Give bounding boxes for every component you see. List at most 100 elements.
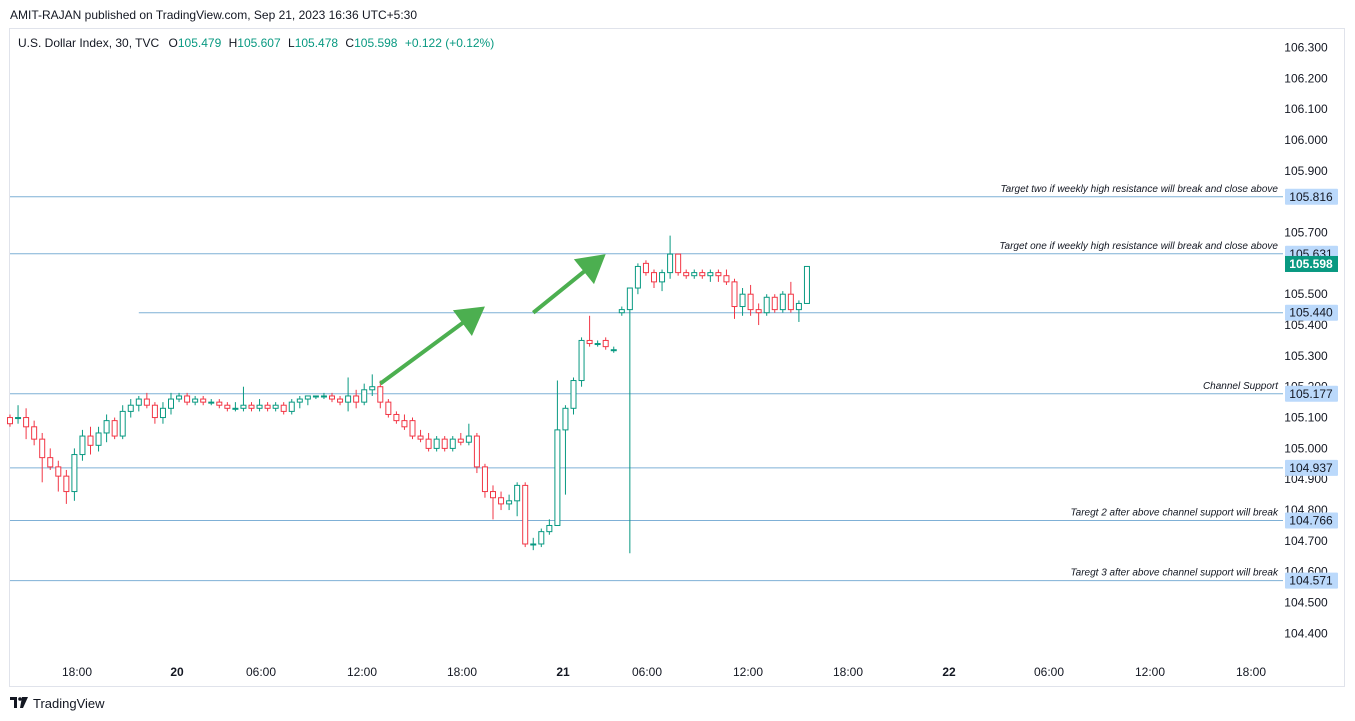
chart-pane[interactable]: [9, 28, 1345, 687]
y-tick-label: 105.300: [1284, 349, 1328, 363]
price-label: 104.571: [1289, 574, 1333, 588]
symbol-name[interactable]: U.S. Dollar Index, 30, TVC: [18, 36, 160, 50]
candle-body: [353, 395, 360, 403]
candle-body: [95, 432, 102, 446]
candle-body: [47, 457, 54, 468]
candle-body: [304, 395, 311, 400]
candle-body: [699, 272, 706, 277]
candle-body: [610, 349, 617, 352]
y-tick-label: 105.700: [1284, 226, 1328, 240]
candle-body: [779, 293, 786, 311]
candle-body: [739, 293, 746, 308]
price-axis[interactable]: 106.300 106.200 106.100 106.000 105.900 105.7…: [1284, 41, 1328, 641]
trend-arrow: [531, 254, 606, 315]
candle-body: [578, 339, 585, 382]
open-value: 105.479: [177, 36, 222, 50]
candle-body: [296, 398, 303, 403]
tradingview-logo-icon[interactable]: [10, 695, 28, 711]
candle-body: [441, 438, 448, 449]
publisher-caption: AMIT-RAJAN published on TradingView.com,…: [10, 8, 418, 22]
y-tick-label: 105.100: [1284, 411, 1328, 425]
candle-body: [731, 281, 738, 308]
candles-layer: [7, 235, 810, 554]
candle-body: [433, 438, 440, 449]
candle-body: [272, 404, 279, 409]
candle-body: [651, 272, 657, 283]
candle-body: [192, 398, 199, 403]
candle-body: [31, 426, 38, 440]
x-tick-label: 22: [942, 665, 956, 679]
x-tick-label: 06:00: [246, 665, 276, 679]
candle-body: [723, 275, 730, 283]
y-tick-label: 104.500: [1284, 596, 1328, 610]
candle-body: [490, 491, 496, 499]
candle-body: [667, 253, 674, 274]
candle-body: [176, 395, 183, 400]
candle-body: [127, 404, 134, 412]
candle-body: [184, 395, 191, 403]
line-annotation: Target one if weekly high resistance wil…: [999, 241, 1278, 252]
x-tick-label: 18:00: [1236, 665, 1266, 679]
candle-body: [248, 404, 255, 409]
candle-body: [634, 265, 641, 289]
candle-body: [256, 404, 263, 409]
high-label: H: [228, 36, 238, 50]
candle-body: [659, 272, 666, 283]
price-label: 104.766: [1289, 514, 1333, 528]
candle-body: [377, 386, 384, 403]
y-tick-label: 105.000: [1284, 441, 1328, 455]
trend-arrow: [379, 306, 485, 386]
candle-body: [143, 398, 150, 406]
symbol-legend: U.S. Dollar Index, 30, TVC O105.479 H 105…: [18, 36, 494, 50]
price-label-box: [1285, 459, 1338, 476]
candle-body: [803, 265, 810, 304]
brand-name[interactable]: TradingView: [33, 695, 105, 711]
candle-body: [103, 420, 110, 434]
candle-body: [602, 339, 609, 348]
candle-body: [771, 296, 778, 311]
candle-body: [200, 398, 207, 403]
price-label-box: [1285, 304, 1338, 321]
candle-body: [224, 404, 231, 409]
candle-body: [594, 343, 601, 346]
candle-body: [530, 543, 537, 546]
x-tick-label: 18:00: [62, 665, 92, 679]
low-value: 105.478: [294, 36, 339, 50]
candle-body: [554, 429, 561, 526]
candle-body: [111, 420, 118, 437]
line-annotation: Taregt 2 after above channel support wil…: [1070, 508, 1279, 519]
close-label: C: [345, 36, 355, 50]
last-price-box: [1285, 255, 1338, 272]
candle-body: [691, 272, 698, 277]
x-tick-label: 12:00: [1135, 665, 1165, 679]
candle-body: [151, 404, 158, 419]
price-labels-layer: 105.816 Target two if weekly high resista…: [999, 184, 1338, 589]
candle-body: [7, 417, 13, 425]
close-value: 105.598: [354, 36, 398, 50]
candle-body: [457, 438, 464, 443]
candle-body: [208, 401, 215, 404]
open-label: O: [168, 36, 178, 50]
time-axis[interactable]: 18:00 20 06:00 12:00 18:00 21 06:00 12:00 18:00 2…: [62, 665, 1266, 679]
x-tick-label: 18:00: [833, 665, 863, 679]
candle-body: [63, 475, 70, 493]
candle-body: [498, 497, 505, 505]
x-tick-label: 18:00: [447, 665, 477, 679]
price-label: 105.440: [1289, 306, 1333, 320]
candle-body: [425, 438, 432, 449]
candle-body: [168, 398, 174, 409]
y-tick-label: 106.000: [1284, 133, 1328, 147]
candle-body: [71, 454, 78, 493]
footer: TradingView: [10, 695, 105, 711]
candle-body: [232, 407, 239, 410]
line-annotation: Target two if weekly high resistance wil…: [1000, 184, 1278, 195]
candle-body: [135, 398, 142, 406]
low-label: L: [288, 36, 295, 50]
candle-body: [345, 395, 352, 403]
y-tick-label: 106.300: [1284, 41, 1328, 55]
y-tick-label: 105.400: [1284, 318, 1328, 332]
candle-body: [570, 380, 577, 409]
candle-body: [514, 484, 521, 502]
candle-body: [159, 407, 166, 419]
